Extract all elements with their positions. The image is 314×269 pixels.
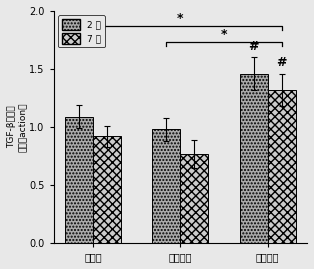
Text: #: # bbox=[276, 56, 287, 69]
Bar bbox=[152, 129, 180, 243]
Legend: 2 天, 7 天: 2 天, 7 天 bbox=[58, 15, 105, 47]
Y-axis label: TGF-β表达量
（相对action）: TGF-β表达量 （相对action） bbox=[7, 102, 26, 152]
Bar bbox=[180, 154, 208, 243]
Bar bbox=[65, 116, 93, 243]
Text: #: # bbox=[248, 40, 259, 53]
Bar bbox=[93, 136, 121, 243]
Bar bbox=[268, 90, 295, 243]
Bar bbox=[240, 74, 268, 243]
Text: *: * bbox=[177, 12, 184, 25]
Text: *: * bbox=[221, 28, 227, 41]
